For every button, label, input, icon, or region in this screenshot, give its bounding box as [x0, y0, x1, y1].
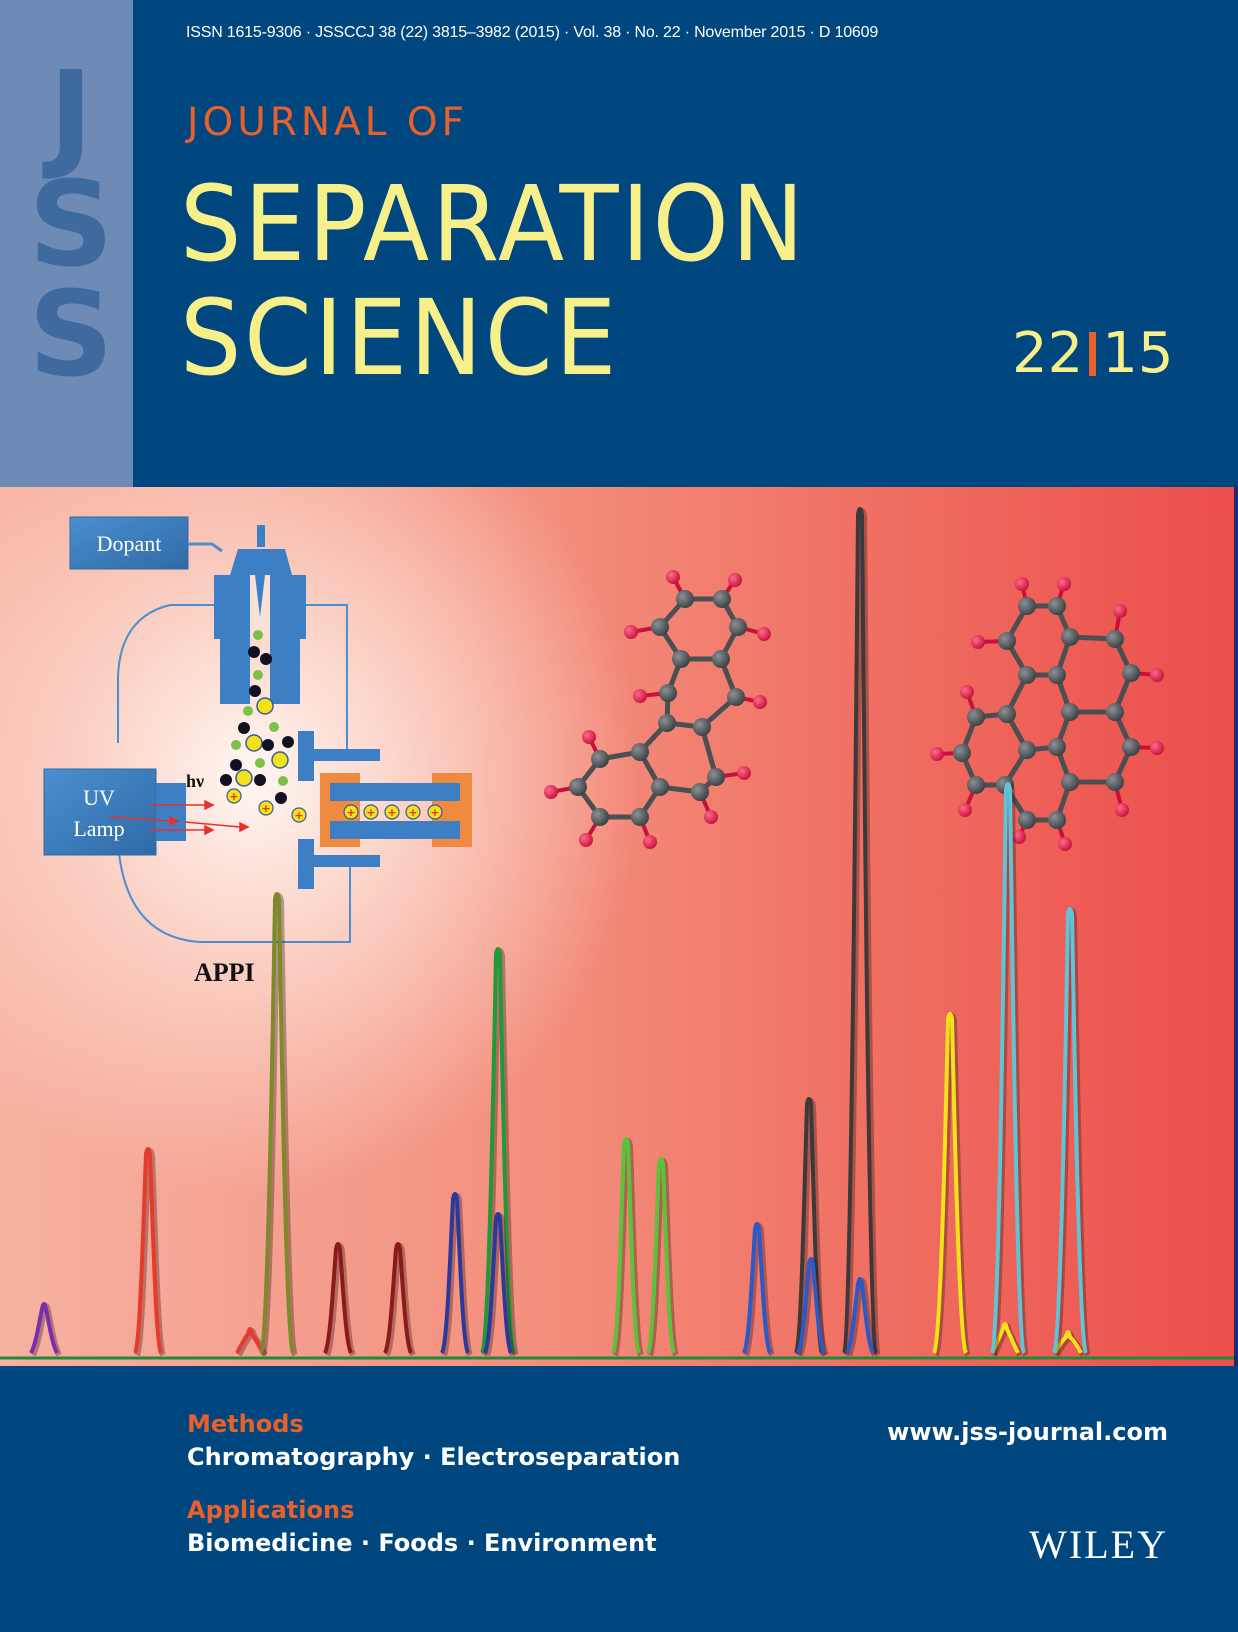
svg-text:+: +: [229, 790, 238, 803]
applications-items: Biomedicine · Foods · Environment: [187, 1529, 657, 1557]
chromatogram: [29, 507, 1091, 1357]
molecule-left: [544, 570, 771, 849]
chromatogram-peak: [323, 1242, 353, 1354]
chromatogram-peak: [383, 1242, 413, 1354]
methods-items: Chromatography · Electroseparation: [187, 1443, 681, 1471]
chromatogram-peak: [1052, 907, 1088, 1355]
chromatogram-peak: [611, 1137, 641, 1354]
svg-text:+: +: [366, 806, 375, 819]
chromatogram-peak: [235, 1327, 265, 1354]
cover-illustration: Dopant UV Lamp hν: [0, 487, 1238, 1366]
chromatogram-peak: [133, 1147, 163, 1354]
applications-heading: Applications: [187, 1496, 355, 1524]
issue-year: 15: [1102, 321, 1174, 386]
lamp-label: Lamp: [73, 816, 124, 841]
svg-text:+: +: [408, 806, 417, 819]
uv-label: UV: [83, 785, 115, 810]
sidebar-letter-s1: S: [28, 155, 114, 293]
methods-heading: Methods: [187, 1410, 304, 1438]
chromatogram-peak: [842, 507, 878, 1355]
image-right-border: [1234, 487, 1238, 1366]
chromatogram-peak: [742, 1222, 772, 1354]
sidebar-letter-s2: S: [28, 265, 114, 403]
chromatogram-peak: [990, 1322, 1020, 1354]
svg-text:+: +: [430, 806, 439, 819]
journal-url-link[interactable]: www.jss-journal.com: [887, 1418, 1168, 1446]
chromatogram-peak: [29, 1302, 59, 1354]
appi-label: APPI: [194, 958, 255, 987]
dopant-label: Dopant: [97, 531, 162, 556]
svg-text:+: +: [346, 806, 355, 819]
sidebar-letter-j: J: [49, 45, 93, 183]
svg-text:+: +: [387, 806, 396, 819]
cations: + + + + + + + +: [226, 788, 443, 823]
title-separation: SEPARATION: [180, 163, 807, 285]
chromatogram-peak: [440, 1192, 470, 1354]
issn-line: ISSN 1615-9306 · JSSCCJ 38 (22) 3815–398…: [186, 24, 879, 41]
chromatogram-peak: [990, 782, 1026, 1355]
chromatogram-peak: [480, 947, 516, 1355]
molecule-right: [930, 577, 1164, 851]
chromatogram-peak: [845, 1277, 875, 1354]
issue-number: 22: [1012, 321, 1084, 386]
issue-badge: 22 15: [1012, 322, 1174, 386]
wiley-logo: WILEY: [1029, 1522, 1168, 1567]
issue-separator: [1089, 332, 1097, 376]
chromatogram-peak: [259, 892, 295, 1355]
svg-text:+: +: [261, 802, 270, 815]
chromatogram-peak: [796, 1257, 826, 1354]
chromatogram-peak: [1053, 1330, 1083, 1354]
chromatogram-peak: [646, 1157, 676, 1354]
title-science: SCIENCE: [180, 277, 620, 399]
chromatogram-peak: [932, 1012, 968, 1355]
particles: [220, 630, 294, 804]
cover-header: J S S ISSN 1615-9306 · JSSCCJ 38 (22) 38…: [0, 0, 1238, 487]
jss-sidebar: J S S: [0, 0, 133, 487]
chromatogram-peak: [483, 1212, 513, 1354]
hv-label: hν: [186, 771, 204, 791]
illustration-svg: Dopant UV Lamp hν: [0, 487, 1238, 1366]
svg-text:+: +: [294, 809, 303, 822]
journal-of-label: JOURNAL OF: [187, 100, 468, 145]
appi-diagram: Dopant UV Lamp hν: [43, 516, 472, 987]
cover-footer: Methods Chromatography · Electroseparati…: [0, 1366, 1238, 1632]
